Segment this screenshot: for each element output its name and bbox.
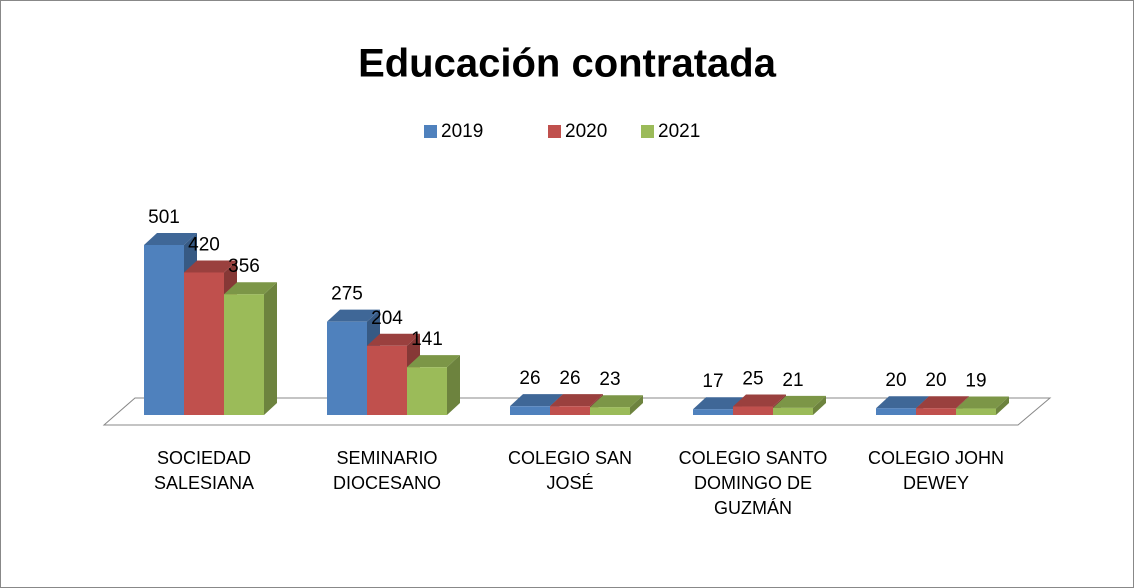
value-label: 501 (148, 207, 180, 228)
value-label: 23 (599, 369, 620, 390)
bar-side (996, 396, 1009, 415)
bar-side (264, 282, 277, 415)
bar-side (630, 395, 643, 415)
value-label: 19 (965, 371, 986, 392)
chart-title: Educación contratada (358, 42, 777, 86)
value-label: 275 (331, 284, 363, 305)
bar (327, 321, 367, 415)
bar-top (916, 396, 969, 409)
x-tick-label: SOCIEDAD SALESIANA (153, 448, 255, 493)
bar-top (144, 233, 197, 245)
bar (144, 245, 184, 415)
legend-swatch (424, 125, 437, 138)
value-label: 356 (228, 256, 260, 277)
x-tick-label: COLEGIO JOHN DEWEY (867, 448, 1005, 493)
bar-top (327, 309, 380, 322)
bar-top (590, 395, 643, 408)
legend-label: 2020 (565, 121, 607, 142)
value-label: 420 (188, 235, 220, 256)
x-tick-label: COLEGIO SAN JOSÉ (507, 448, 633, 493)
bar (510, 406, 550, 415)
bar (550, 406, 590, 415)
bar-side (813, 395, 826, 415)
bar (224, 294, 264, 415)
x-tick-label: SEMINARIO DIOCESANO (332, 448, 442, 493)
value-label: 17 (702, 371, 723, 392)
value-label: 25 (742, 369, 763, 390)
legend-swatch (641, 125, 654, 138)
bar (367, 345, 407, 415)
x-tick-label: COLEGIO SANTO DOMINGO DE GUZMÁN (678, 448, 828, 518)
bar (916, 408, 956, 415)
legend-label: 2021 (658, 121, 700, 142)
bar-top (510, 394, 563, 407)
bar-top (550, 394, 603, 407)
bar-top (224, 282, 277, 295)
bar (184, 272, 224, 415)
value-label: 26 (519, 368, 540, 389)
value-label: 26 (559, 368, 580, 389)
value-label: 21 (782, 370, 803, 391)
bar (773, 407, 813, 415)
bar-top (956, 396, 1009, 409)
value-label: 20 (925, 370, 946, 391)
bar-top (184, 260, 237, 273)
bar-top (733, 394, 786, 407)
bar (733, 406, 773, 415)
bar-top (407, 355, 460, 368)
bar (876, 408, 916, 415)
bar-top (773, 395, 826, 408)
bar-side (447, 355, 460, 415)
value-label: 141 (411, 329, 443, 350)
bar-top (693, 397, 746, 410)
bar (590, 407, 630, 415)
bar-top (876, 396, 929, 409)
bar (407, 367, 447, 415)
value-label: 204 (371, 308, 403, 329)
bar-top (367, 333, 420, 346)
bar (693, 409, 733, 415)
bar (956, 408, 996, 415)
value-label: 20 (885, 370, 906, 391)
legend-swatch (548, 125, 561, 138)
legend-label: 2019 (441, 121, 483, 142)
